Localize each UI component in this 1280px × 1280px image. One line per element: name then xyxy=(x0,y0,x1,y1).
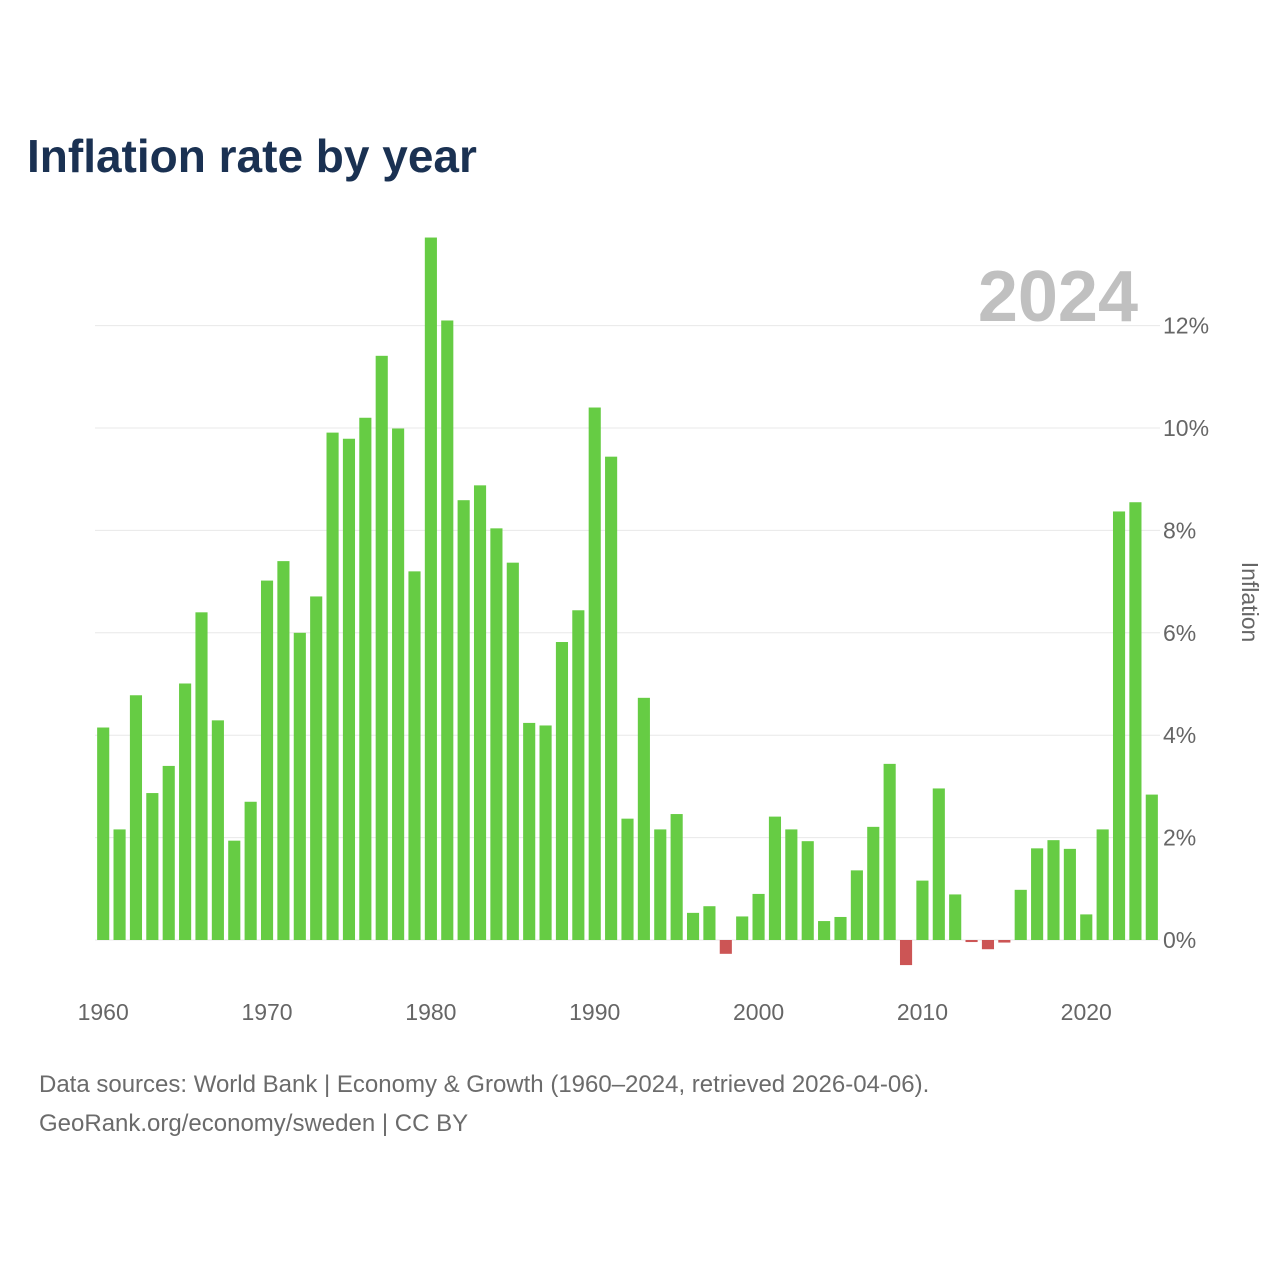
bar-2006[interactable] xyxy=(850,870,863,940)
source-line: Data sources: World Bank | Economy & Gro… xyxy=(39,1071,929,1098)
bar-2020[interactable] xyxy=(1080,914,1093,940)
bar-1993[interactable] xyxy=(637,697,650,940)
bar-2007[interactable] xyxy=(867,826,880,940)
bar-1968[interactable] xyxy=(228,840,241,940)
y-tick-label: 0% xyxy=(1163,927,1196,953)
bar-2004[interactable] xyxy=(818,921,831,940)
x-tick-label: 2010 xyxy=(897,999,948,1025)
bar-2022[interactable] xyxy=(1112,511,1126,940)
y-axis-title: Inflation xyxy=(1237,562,1263,643)
bar-1985[interactable] xyxy=(506,562,519,940)
bar-2023[interactable] xyxy=(1129,502,1142,940)
bar-1981[interactable] xyxy=(441,320,454,941)
bar-1967[interactable] xyxy=(211,720,224,940)
bar-2018[interactable] xyxy=(1047,840,1060,940)
bar-2002[interactable] xyxy=(785,829,798,940)
bar-1990[interactable] xyxy=(588,407,601,940)
bar-1960[interactable] xyxy=(97,727,110,940)
bar-1980[interactable] xyxy=(424,237,437,941)
bar-2019[interactable] xyxy=(1063,848,1076,940)
bar-1991[interactable] xyxy=(605,456,618,940)
bar-2010[interactable] xyxy=(916,880,929,940)
x-tick-label: 1970 xyxy=(241,999,292,1025)
bar-2015[interactable] xyxy=(998,940,1011,943)
bars xyxy=(97,237,1158,966)
current-year-watermark: 2024 xyxy=(978,257,1138,337)
bar-1998[interactable] xyxy=(719,940,732,954)
bar-1987[interactable] xyxy=(539,725,552,940)
bar-1971[interactable] xyxy=(277,561,290,940)
bar-1997[interactable] xyxy=(703,906,716,940)
bar-2012[interactable] xyxy=(949,894,962,940)
x-tick-label: 1990 xyxy=(569,999,620,1025)
x-tick-label: 1960 xyxy=(78,999,129,1025)
bar-2014[interactable] xyxy=(981,940,995,950)
bar-1962[interactable] xyxy=(129,695,143,940)
bar-1969[interactable] xyxy=(244,801,257,940)
x-tick-label: 1980 xyxy=(405,999,456,1025)
license-line: GeoRank.org/economy/sweden | CC BY xyxy=(39,1110,468,1137)
bar-1999[interactable] xyxy=(736,916,749,940)
bar-1977[interactable] xyxy=(375,355,388,940)
bar-2000[interactable] xyxy=(752,893,765,940)
x-tick-label: 2000 xyxy=(733,999,784,1025)
bar-2011[interactable] xyxy=(932,788,945,940)
bar-1963[interactable] xyxy=(146,793,159,940)
bar-1965[interactable] xyxy=(179,683,192,940)
bar-1992[interactable] xyxy=(621,818,634,940)
bar-1974[interactable] xyxy=(326,432,339,940)
bar-2021[interactable] xyxy=(1096,829,1109,940)
bar-1966[interactable] xyxy=(195,612,208,940)
bar-1994[interactable] xyxy=(654,829,667,940)
bar-1996[interactable] xyxy=(686,912,700,940)
y-tick-label: 10% xyxy=(1163,415,1209,441)
bar-1982[interactable] xyxy=(457,500,470,940)
bar-1988[interactable] xyxy=(555,642,569,940)
bar-2017[interactable] xyxy=(1031,848,1044,940)
bar-2001[interactable] xyxy=(768,816,782,940)
bar-1978[interactable] xyxy=(392,428,405,940)
bar-1961[interactable] xyxy=(113,829,126,940)
bar-2013[interactable] xyxy=(965,940,978,943)
bar-1976[interactable] xyxy=(359,417,372,940)
bar-2009[interactable] xyxy=(899,940,913,966)
bar-2008[interactable] xyxy=(883,763,896,940)
bar-1979[interactable] xyxy=(408,571,421,940)
y-tick-label: 2% xyxy=(1163,825,1196,851)
y-axis-ticks: 0% 2% 4% 6% 8% 10% 12% xyxy=(1163,313,1209,953)
bar-1995[interactable] xyxy=(670,814,683,940)
bar-1975[interactable] xyxy=(342,438,356,940)
bar-2003[interactable] xyxy=(801,841,814,940)
bar-1983[interactable] xyxy=(473,485,487,940)
bar-1970[interactable] xyxy=(260,580,274,940)
x-axis-ticks: 1960 1970 1980 1990 2000 2010 2020 xyxy=(78,999,1112,1025)
bar-1964[interactable] xyxy=(162,765,175,940)
bar-1973[interactable] xyxy=(310,596,323,940)
bar-2005[interactable] xyxy=(834,916,847,940)
bar-2016[interactable] xyxy=(1014,889,1027,940)
bar-1986[interactable] xyxy=(523,722,536,940)
y-tick-label: 6% xyxy=(1163,620,1196,646)
chart-title: Inflation rate by year xyxy=(27,130,477,182)
y-tick-label: 12% xyxy=(1163,313,1209,339)
y-tick-label: 4% xyxy=(1163,722,1196,748)
bar-1972[interactable] xyxy=(293,632,306,940)
bar-2024[interactable] xyxy=(1145,794,1158,940)
y-tick-label: 8% xyxy=(1163,517,1196,543)
bar-1989[interactable] xyxy=(572,610,585,940)
bar-1984[interactable] xyxy=(490,528,503,940)
x-tick-label: 2020 xyxy=(1061,999,1112,1025)
